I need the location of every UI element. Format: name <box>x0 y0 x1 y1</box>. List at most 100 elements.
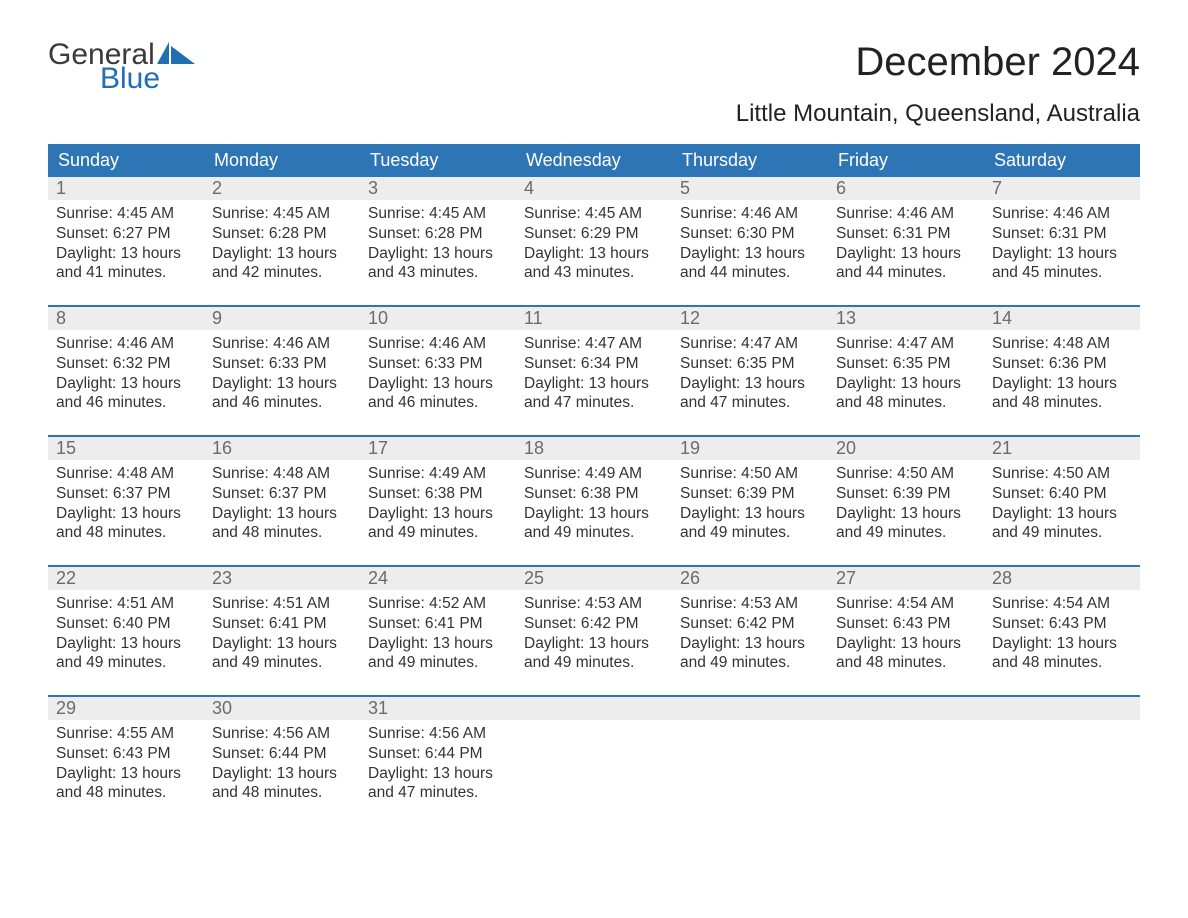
daylight-line: Daylight: 13 hours and 48 minutes. <box>992 634 1132 674</box>
calendar-cell: 13Sunrise: 4:47 AMSunset: 6:35 PMDayligh… <box>828 307 984 435</box>
calendar-cell: 3Sunrise: 4:45 AMSunset: 6:28 PMDaylight… <box>360 177 516 305</box>
day-number: 30 <box>204 697 360 720</box>
day-number: 31 <box>360 697 516 720</box>
day-number: 12 <box>672 307 828 330</box>
day-number: 19 <box>672 437 828 460</box>
calendar-cell: 25Sunrise: 4:53 AMSunset: 6:42 PMDayligh… <box>516 567 672 695</box>
cell-body: Sunrise: 4:54 AMSunset: 6:43 PMDaylight:… <box>828 590 984 683</box>
sunrise-line: Sunrise: 4:47 AM <box>680 334 820 354</box>
day-number: 26 <box>672 567 828 590</box>
day-number: 22 <box>48 567 204 590</box>
calendar-week: 15Sunrise: 4:48 AMSunset: 6:37 PMDayligh… <box>48 435 1140 565</box>
cell-body: Sunrise: 4:51 AMSunset: 6:40 PMDaylight:… <box>48 590 204 683</box>
calendar-cell: 6Sunrise: 4:46 AMSunset: 6:31 PMDaylight… <box>828 177 984 305</box>
sunset-line: Sunset: 6:35 PM <box>836 354 976 374</box>
cell-body: Sunrise: 4:48 AMSunset: 6:37 PMDaylight:… <box>48 460 204 553</box>
sunset-line: Sunset: 6:39 PM <box>680 484 820 504</box>
sunset-line: Sunset: 6:28 PM <box>212 224 352 244</box>
day-header: Thursday <box>672 144 828 177</box>
day-number: 13 <box>828 307 984 330</box>
calendar-cell: 12Sunrise: 4:47 AMSunset: 6:35 PMDayligh… <box>672 307 828 435</box>
sunrise-line: Sunrise: 4:46 AM <box>992 204 1132 224</box>
calendar-cell: Sunrise: Sunset: Daylight: <box>828 697 984 825</box>
sunrise-line: Sunrise: 4:48 AM <box>212 464 352 484</box>
sunrise-line: Sunrise: 4:46 AM <box>56 334 196 354</box>
day-header: Friday <box>828 144 984 177</box>
calendar-cell: 21Sunrise: 4:50 AMSunset: 6:40 PMDayligh… <box>984 437 1140 565</box>
logo: General Blue <box>48 40 197 94</box>
sunset-line: Sunset: 6:42 PM <box>680 614 820 634</box>
cell-body: Sunrise: 4:49 AMSunset: 6:38 PMDaylight:… <box>516 460 672 553</box>
daylight-line: Daylight: 13 hours and 49 minutes. <box>524 504 664 544</box>
cell-body: Sunrise: 4:55 AMSunset: 6:43 PMDaylight:… <box>48 720 204 813</box>
calendar-cell: 24Sunrise: 4:52 AMSunset: 6:41 PMDayligh… <box>360 567 516 695</box>
cell-body: Sunrise: 4:45 AMSunset: 6:29 PMDaylight:… <box>516 200 672 293</box>
daylight-line: Daylight: 13 hours and 46 minutes. <box>56 374 196 414</box>
day-number: 7 <box>984 177 1140 200</box>
sunrise-line: Sunrise: 4:47 AM <box>524 334 664 354</box>
day-number: 14 <box>984 307 1140 330</box>
sunset-line: Sunset: 6:27 PM <box>56 224 196 244</box>
sunrise-line: Sunrise: 4:50 AM <box>992 464 1132 484</box>
calendar-cell: 1Sunrise: 4:45 AMSunset: 6:27 PMDaylight… <box>48 177 204 305</box>
day-number: 18 <box>516 437 672 460</box>
sunrise-line: Sunrise: 4:50 AM <box>836 464 976 484</box>
daylight-line: Daylight: 13 hours and 43 minutes. <box>524 244 664 284</box>
cell-body: Sunrise: 4:47 AMSunset: 6:34 PMDaylight:… <box>516 330 672 423</box>
sunset-line: Sunset: 6:44 PM <box>212 744 352 764</box>
sunrise-line: Sunrise: 4:45 AM <box>368 204 508 224</box>
calendar-cell: Sunrise: Sunset: Daylight: <box>516 697 672 825</box>
calendar-cell: 26Sunrise: 4:53 AMSunset: 6:42 PMDayligh… <box>672 567 828 695</box>
sunrise-line: Sunrise: 4:48 AM <box>992 334 1132 354</box>
day-header: Tuesday <box>360 144 516 177</box>
day-number: 15 <box>48 437 204 460</box>
daylight-line: Daylight: 13 hours and 46 minutes. <box>212 374 352 414</box>
sunset-line: Sunset: 6:30 PM <box>680 224 820 244</box>
calendar-cell: 16Sunrise: 4:48 AMSunset: 6:37 PMDayligh… <box>204 437 360 565</box>
calendar-cell: 14Sunrise: 4:48 AMSunset: 6:36 PMDayligh… <box>984 307 1140 435</box>
cell-body: Sunrise: 4:53 AMSunset: 6:42 PMDaylight:… <box>672 590 828 683</box>
daylight-line: Daylight: 13 hours and 42 minutes. <box>212 244 352 284</box>
sunset-line: Sunset: 6:31 PM <box>836 224 976 244</box>
cell-body: Sunrise: 4:46 AMSunset: 6:32 PMDaylight:… <box>48 330 204 423</box>
cell-body: Sunrise: 4:56 AMSunset: 6:44 PMDaylight:… <box>360 720 516 813</box>
calendar-cell: 22Sunrise: 4:51 AMSunset: 6:40 PMDayligh… <box>48 567 204 695</box>
sunrise-line: Sunrise: 4:48 AM <box>56 464 196 484</box>
sunrise-line: Sunrise: 4:51 AM <box>212 594 352 614</box>
sunrise-line: Sunrise: 4:45 AM <box>212 204 352 224</box>
cell-body: Sunrise: 4:51 AMSunset: 6:41 PMDaylight:… <box>204 590 360 683</box>
sunset-line: Sunset: 6:32 PM <box>56 354 196 374</box>
sunrise-line: Sunrise: 4:52 AM <box>368 594 508 614</box>
calendar-week: 1Sunrise: 4:45 AMSunset: 6:27 PMDaylight… <box>48 177 1140 305</box>
day-number: 3 <box>360 177 516 200</box>
sunrise-line: Sunrise: 4:46 AM <box>836 204 976 224</box>
sunset-line: Sunset: 6:43 PM <box>992 614 1132 634</box>
day-number: 27 <box>828 567 984 590</box>
page-title: December 2024 <box>855 40 1140 85</box>
calendar: Sunday Monday Tuesday Wednesday Thursday… <box>48 144 1140 825</box>
sunset-line: Sunset: 6:40 PM <box>992 484 1132 504</box>
daylight-line: Daylight: 13 hours and 49 minutes. <box>524 634 664 674</box>
sunset-line: Sunset: 6:38 PM <box>368 484 508 504</box>
cell-body: Sunrise: 4:45 AMSunset: 6:27 PMDaylight:… <box>48 200 204 293</box>
cell-body: Sunrise: 4:47 AMSunset: 6:35 PMDaylight:… <box>672 330 828 423</box>
daylight-line: Daylight: 13 hours and 49 minutes. <box>56 634 196 674</box>
day-number: 4 <box>516 177 672 200</box>
sunset-line: Sunset: 6:31 PM <box>992 224 1132 244</box>
cell-body: Sunrise: 4:47 AMSunset: 6:35 PMDaylight:… <box>828 330 984 423</box>
sunrise-line: Sunrise: 4:46 AM <box>680 204 820 224</box>
daylight-line: Daylight: 13 hours and 47 minutes. <box>524 374 664 414</box>
sunset-line: Sunset: 6:33 PM <box>368 354 508 374</box>
calendar-week: 29Sunrise: 4:55 AMSunset: 6:43 PMDayligh… <box>48 695 1140 825</box>
day-header: Saturday <box>984 144 1140 177</box>
sunrise-line: Sunrise: 4:54 AM <box>836 594 976 614</box>
sunset-line: Sunset: 6:43 PM <box>56 744 196 764</box>
day-number: 25 <box>516 567 672 590</box>
cell-body: Sunrise: 4:45 AMSunset: 6:28 PMDaylight:… <box>360 200 516 293</box>
calendar-cell: 29Sunrise: 4:55 AMSunset: 6:43 PMDayligh… <box>48 697 204 825</box>
sunrise-line: Sunrise: 4:55 AM <box>56 724 196 744</box>
sunset-line: Sunset: 6:41 PM <box>368 614 508 634</box>
sunset-line: Sunset: 6:42 PM <box>524 614 664 634</box>
calendar-cell: 28Sunrise: 4:54 AMSunset: 6:43 PMDayligh… <box>984 567 1140 695</box>
sunset-line: Sunset: 6:43 PM <box>836 614 976 634</box>
